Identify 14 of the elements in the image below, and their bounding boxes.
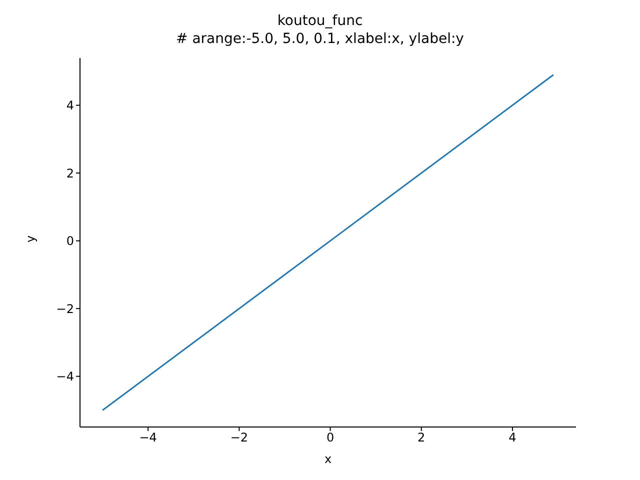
x-tick-label: 4: [508, 430, 516, 445]
x-axis-title: x: [324, 452, 332, 466]
y-tick-label: 2: [66, 166, 74, 180]
x-tick-label: −4: [139, 430, 157, 445]
y-tick-label: 4: [66, 98, 74, 113]
x-tick-label: −2: [230, 430, 248, 445]
chart-subtitle: # arange:-5.0, 5.0, 0.1, xlabel:x, ylabel:y: [175, 30, 465, 48]
x-tick-label: 0: [326, 430, 334, 445]
x-tick-label: 2: [418, 430, 426, 445]
chart-title: koutou_func: [276, 12, 364, 30]
y-axis-title: y: [23, 235, 38, 242]
y-tick-label: 0: [66, 234, 74, 248]
y-tick-label: −2: [56, 302, 74, 316]
y-tick-label: −4: [56, 370, 74, 384]
